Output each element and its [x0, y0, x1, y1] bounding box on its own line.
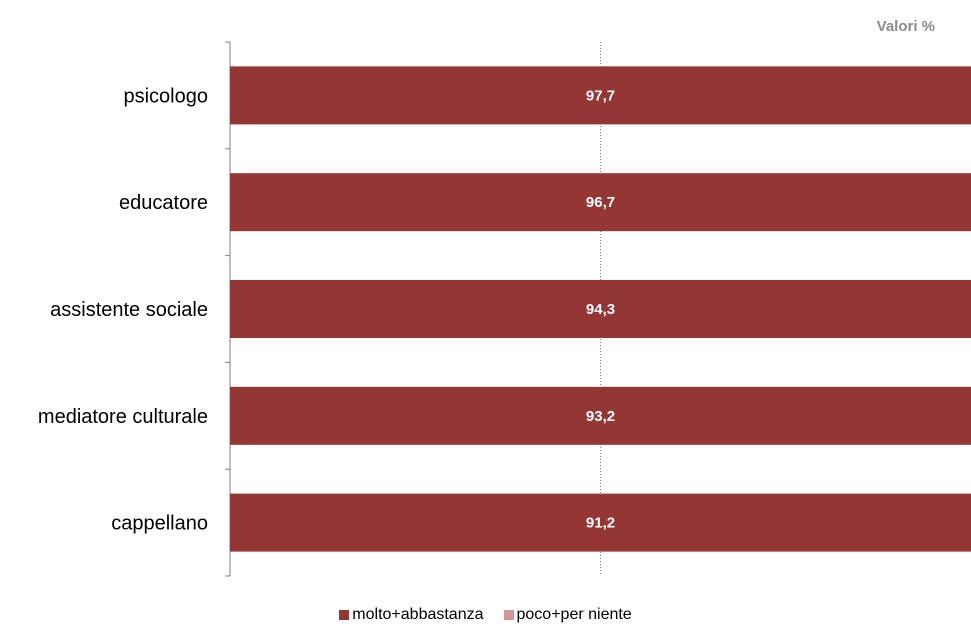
legend-item-series-2: poco+per niente: [503, 606, 632, 624]
category-label: cappellano: [111, 513, 208, 535]
data-label: 97,7: [586, 87, 615, 104]
legend-swatch-series-2: [503, 610, 514, 620]
legend-item-series-1: molto+abbastanza: [339, 606, 484, 624]
unit-label: Valori %: [876, 18, 935, 35]
category-label: educatore: [119, 192, 208, 214]
category-label: mediatore culturale: [38, 406, 208, 428]
data-label: 93,2: [586, 408, 615, 425]
bar-series-1: [230, 280, 971, 338]
legend-label-series-1: molto+abbastanza: [352, 606, 484, 623]
chart-bars: [230, 66, 971, 552]
category-label: assistente sociale: [50, 299, 208, 321]
bar-series-1: [230, 66, 971, 125]
stacked-bar-chart: psicologo educatore assistente sociale medi…: [38, 41, 971, 577]
legend-label-series-2: poco+per niente: [516, 606, 632, 623]
data-label: 96,7: [586, 194, 615, 211]
data-label: 94,3: [586, 301, 615, 318]
category-label: psicologo: [123, 85, 208, 107]
legend-swatch-series-1: [339, 610, 350, 620]
value-labels: 97,72,396,73,394,35,793,26,891,28,8: [586, 87, 615, 532]
bar-series-1: [230, 493, 971, 552]
bar-series-1: [230, 173, 971, 232]
data-label: 91,2: [586, 515, 615, 532]
bar-series-1: [230, 386, 971, 445]
category-labels: psicologo educatore assistente sociale medi…: [38, 85, 208, 534]
legend: molto+abbastanza poco+per niente: [0, 606, 971, 624]
